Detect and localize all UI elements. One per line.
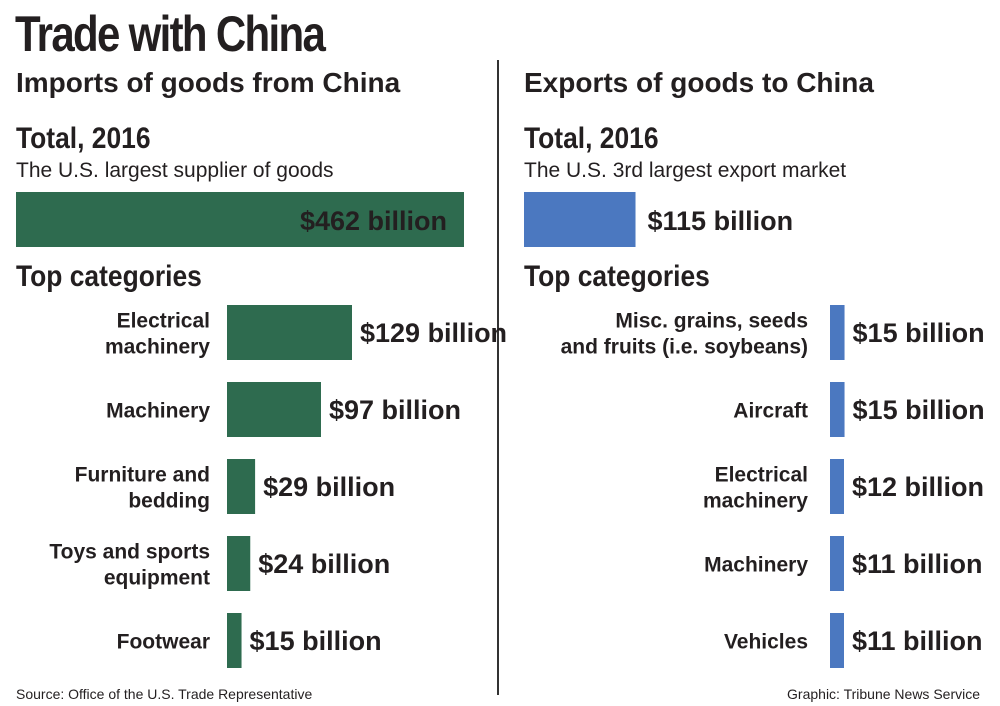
exports-total-bar [524,192,636,247]
imports-category-bar [227,305,352,360]
exports-categories-heading: Top categories [524,260,710,293]
chart-title: Trade with China [15,6,326,62]
exports-category-label: Misc. grains, seeds [615,310,808,333]
imports-category-label: Footwear [117,631,210,654]
exports-total-value-label: $115 billion [648,206,794,236]
imports-category-value-label: $15 billion [250,626,382,656]
exports-category-value-label: $11 billion [852,626,983,656]
imports-category-bar [227,536,251,591]
exports-category-value-label: $11 billion [852,549,983,579]
exports-total-heading: Total, 2016 [524,122,659,155]
exports-category-bar [830,536,844,591]
exports-category-bar [830,382,845,437]
imports-category-value-label: $24 billion [258,549,390,579]
imports-category-label: Toys and sports [49,541,210,564]
imports-category-bar [227,382,321,437]
imports-category-label: Machinery [106,400,210,423]
imports-category-label: Furniture and [75,464,210,487]
imports-category-label: bedding [128,490,210,513]
exports-category-bar [830,459,844,514]
imports-total-subtitle: The U.S. largest supplier of goods [16,159,334,182]
imports-category-value-label: $29 billion [263,472,395,502]
exports-category-label: machinery [703,490,808,513]
source-note: Source: Office of the U.S. Trade Represe… [16,686,313,702]
imports-panel-title: Imports of goods from China [16,67,401,98]
exports-category-value-label: $15 billion [853,395,985,425]
exports-category-label: and fruits (i.e. soybeans) [561,336,808,359]
exports-category-value-label: $15 billion [853,318,985,348]
exports-panel-title: Exports of goods to China [524,67,874,98]
imports-category-value-label: $129 billion [360,318,507,348]
imports-category-bar [227,613,242,668]
imports-total-value-label: $462 billion [300,206,447,236]
imports-categories-heading: Top categories [16,260,202,293]
exports-category-value-label: $12 billion [852,472,984,502]
exports-category-label: Machinery [704,554,808,577]
imports-category-label: Electrical [117,310,210,333]
imports-category-label: machinery [105,336,210,359]
panel-divider [497,60,499,695]
imports-category-label: equipment [104,567,210,590]
exports-category-label: Aircraft [733,400,808,423]
exports-category-bar [830,305,845,360]
imports-category-value-label: $97 billion [329,395,461,425]
imports-total-bar [16,192,464,247]
exports-total-subtitle: The U.S. 3rd largest export market [524,159,847,182]
imports-category-bar [227,459,256,514]
imports-total-heading: Total, 2016 [16,122,151,155]
credit-note: Graphic: Tribune News Service [787,686,980,702]
exports-category-label: Electrical [715,464,808,487]
exports-category-bar [830,613,844,668]
exports-category-label: Vehicles [724,631,808,654]
